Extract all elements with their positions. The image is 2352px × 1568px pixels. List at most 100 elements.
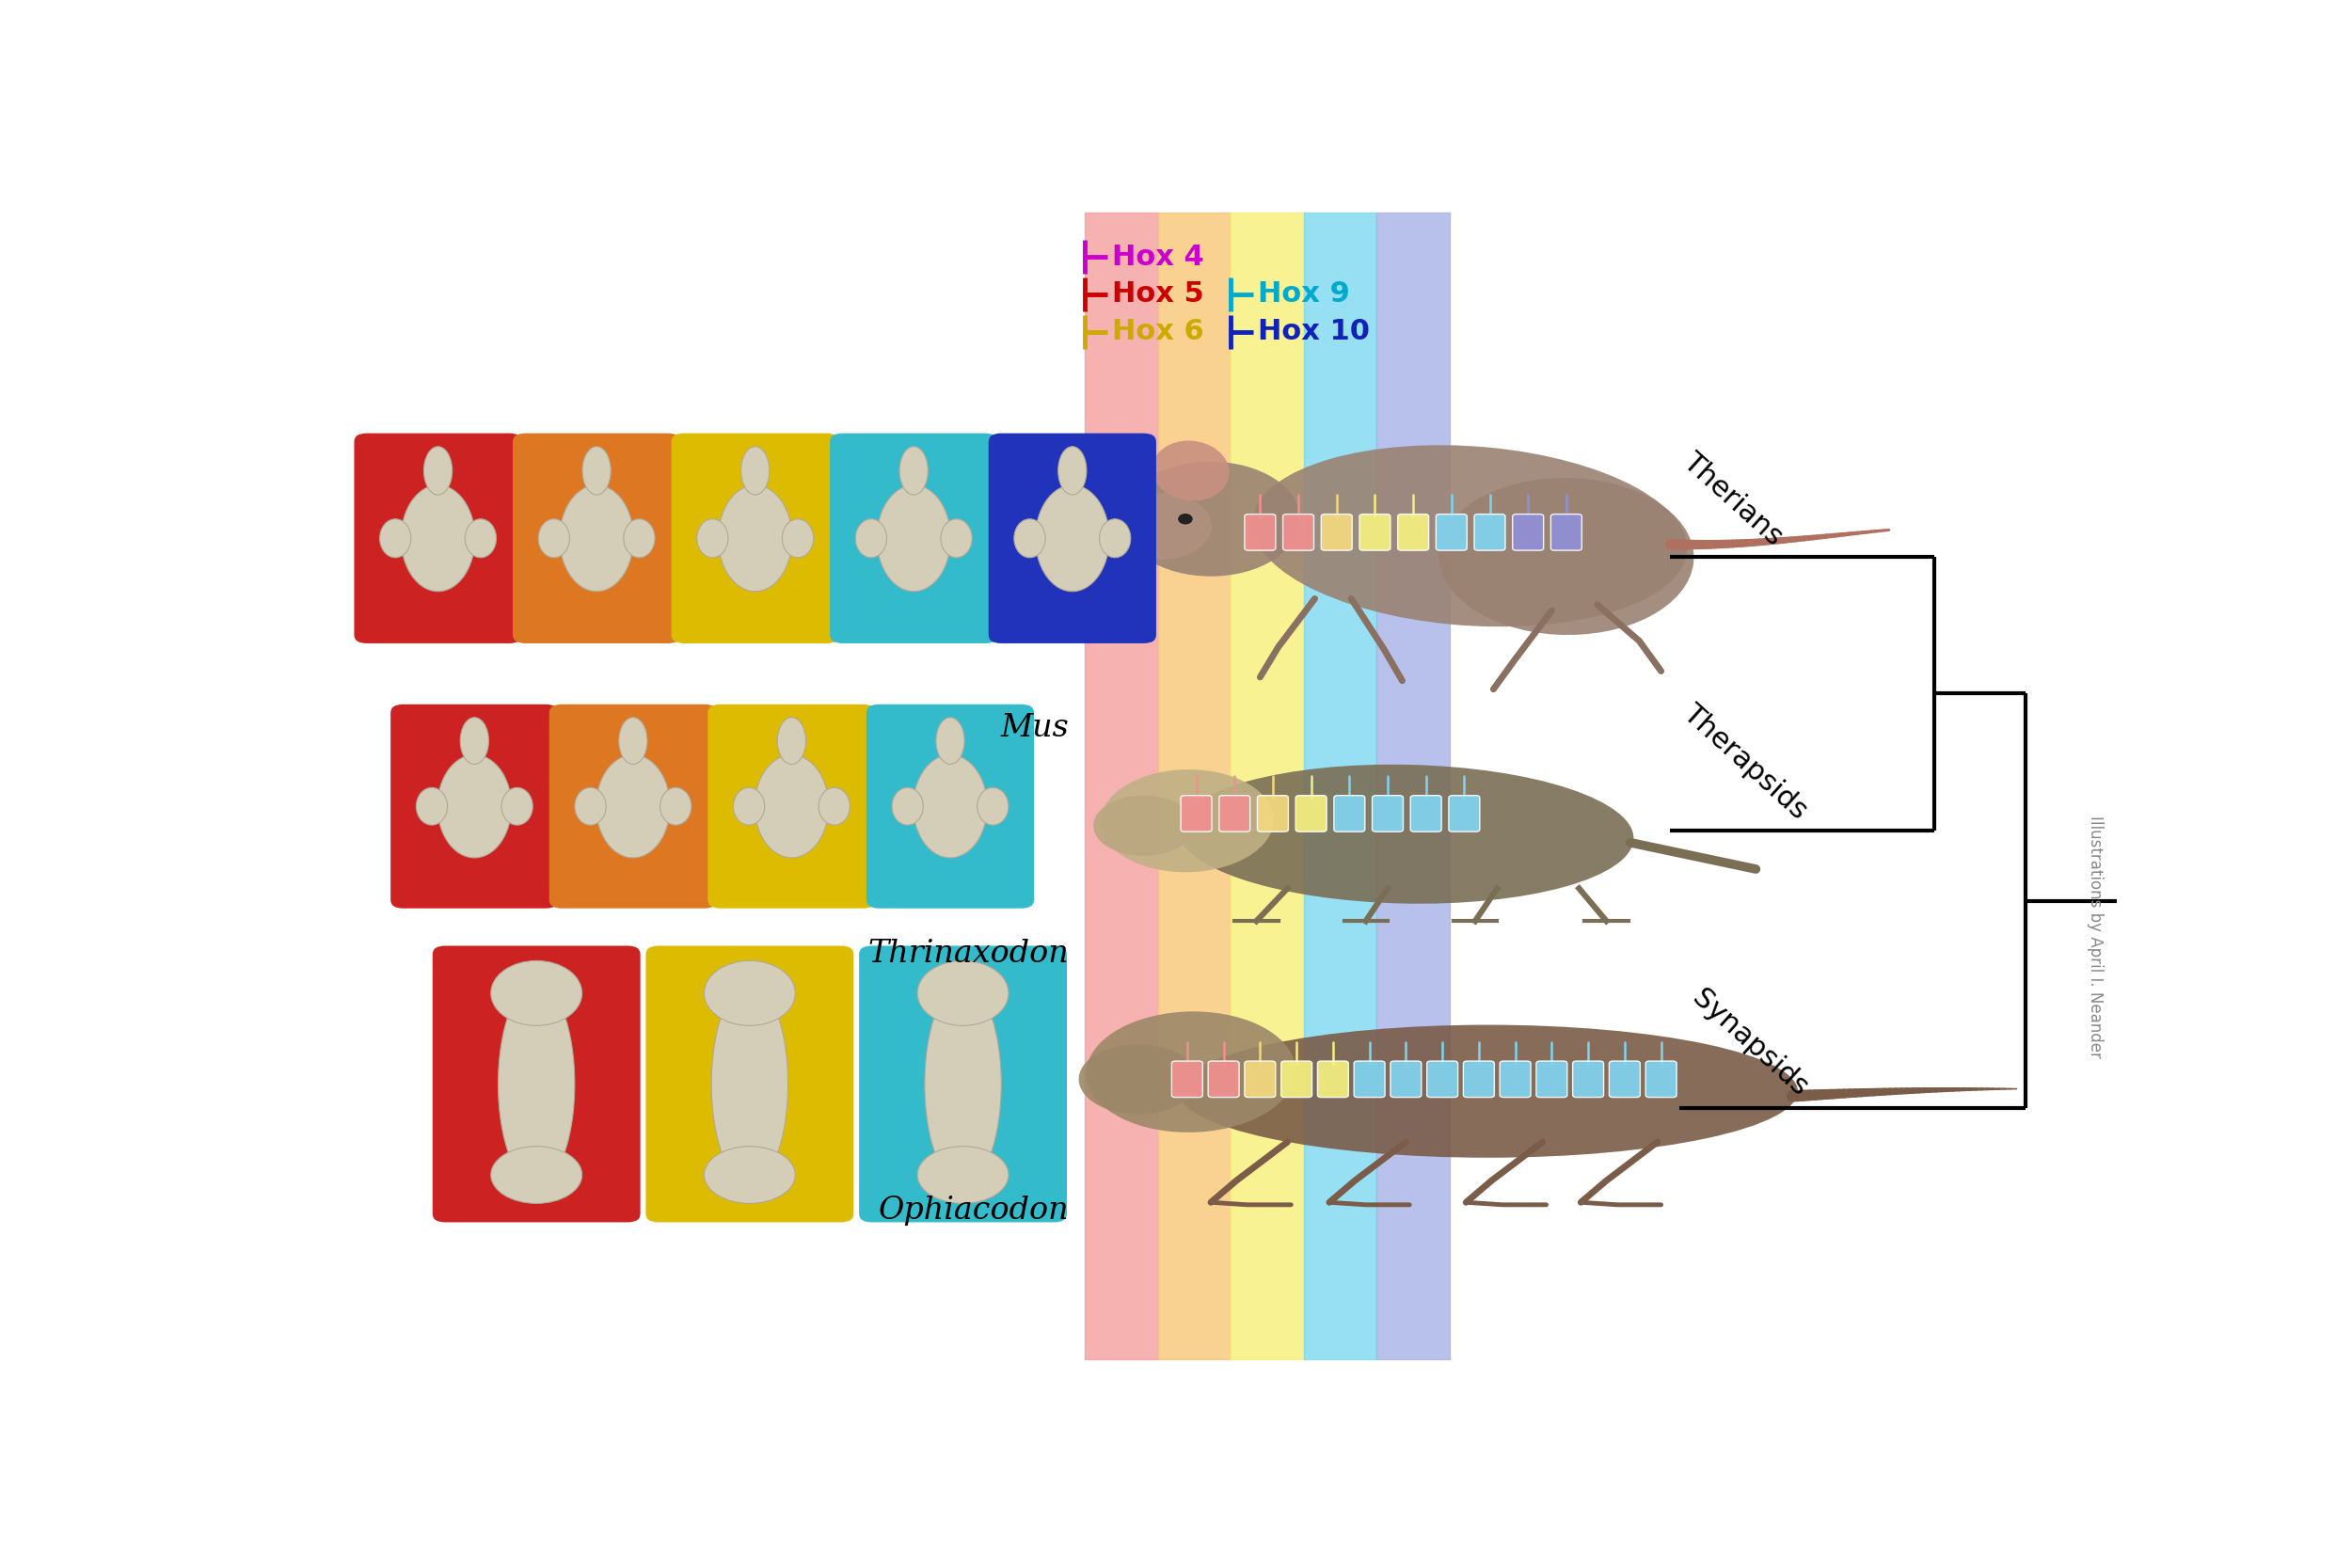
Ellipse shape	[1080, 1044, 1197, 1115]
Text: Therapsids: Therapsids	[1677, 699, 1813, 825]
Ellipse shape	[1152, 441, 1230, 500]
Ellipse shape	[936, 718, 964, 764]
FancyBboxPatch shape	[1181, 795, 1211, 831]
FancyBboxPatch shape	[1282, 514, 1315, 550]
Text: Mus: Mus	[1000, 713, 1068, 743]
Ellipse shape	[1122, 461, 1301, 577]
Ellipse shape	[1112, 492, 1211, 560]
Ellipse shape	[1101, 770, 1275, 872]
FancyBboxPatch shape	[988, 433, 1157, 643]
Ellipse shape	[1178, 765, 1635, 903]
Text: Ophiacodon: Ophiacodon	[877, 1195, 1068, 1225]
Text: Illustrations by April I. Neander: Illustrations by April I. Neander	[2086, 815, 2103, 1058]
Ellipse shape	[423, 447, 452, 495]
FancyBboxPatch shape	[670, 433, 840, 643]
Text: Hox 10: Hox 10	[1258, 318, 1371, 345]
FancyBboxPatch shape	[1371, 795, 1404, 831]
Bar	[1376, 212, 1449, 1359]
Ellipse shape	[1014, 519, 1044, 558]
Text: Hox 5: Hox 5	[1112, 281, 1204, 307]
Text: Hox 6: Hox 6	[1112, 318, 1204, 345]
Ellipse shape	[574, 787, 607, 825]
Ellipse shape	[1178, 514, 1192, 524]
FancyBboxPatch shape	[513, 433, 680, 643]
Ellipse shape	[402, 485, 475, 591]
Ellipse shape	[976, 787, 1009, 825]
Ellipse shape	[539, 519, 569, 558]
Ellipse shape	[924, 983, 1002, 1185]
Ellipse shape	[583, 447, 612, 495]
Ellipse shape	[703, 961, 795, 1025]
FancyBboxPatch shape	[866, 704, 1035, 908]
Ellipse shape	[595, 754, 670, 858]
FancyBboxPatch shape	[1390, 1062, 1421, 1098]
Ellipse shape	[941, 519, 971, 558]
FancyBboxPatch shape	[1428, 1062, 1458, 1098]
FancyBboxPatch shape	[1536, 1062, 1566, 1098]
Ellipse shape	[917, 1146, 1009, 1203]
Ellipse shape	[623, 519, 654, 558]
Ellipse shape	[1098, 519, 1131, 558]
Bar	[1084, 212, 1157, 1359]
Text: Hox 9: Hox 9	[1258, 281, 1350, 307]
FancyBboxPatch shape	[1463, 1062, 1494, 1098]
Ellipse shape	[717, 485, 793, 591]
FancyBboxPatch shape	[1437, 514, 1468, 550]
FancyBboxPatch shape	[1355, 1062, 1385, 1098]
FancyBboxPatch shape	[1334, 795, 1364, 831]
Ellipse shape	[779, 718, 807, 764]
FancyBboxPatch shape	[1609, 1062, 1639, 1098]
Ellipse shape	[1087, 1011, 1296, 1132]
FancyBboxPatch shape	[433, 946, 640, 1223]
FancyBboxPatch shape	[858, 946, 1068, 1223]
FancyBboxPatch shape	[1244, 1062, 1275, 1098]
Ellipse shape	[1035, 485, 1110, 591]
FancyBboxPatch shape	[1359, 514, 1390, 550]
FancyBboxPatch shape	[390, 704, 557, 908]
Ellipse shape	[461, 718, 489, 764]
Ellipse shape	[710, 983, 788, 1185]
Ellipse shape	[755, 754, 828, 858]
Ellipse shape	[856, 519, 887, 558]
Ellipse shape	[492, 1146, 581, 1203]
FancyBboxPatch shape	[1317, 1062, 1348, 1098]
FancyBboxPatch shape	[1411, 795, 1442, 831]
FancyBboxPatch shape	[1449, 795, 1479, 831]
FancyBboxPatch shape	[1322, 514, 1352, 550]
Ellipse shape	[492, 961, 581, 1025]
FancyBboxPatch shape	[1171, 1062, 1202, 1098]
Bar	[1157, 212, 1230, 1359]
Ellipse shape	[913, 754, 988, 858]
FancyBboxPatch shape	[355, 433, 522, 643]
Ellipse shape	[560, 485, 633, 591]
Bar	[1303, 212, 1376, 1359]
FancyBboxPatch shape	[1512, 514, 1543, 550]
Text: Therians: Therians	[1677, 447, 1788, 550]
Text: Synapsids: Synapsids	[1686, 985, 1813, 1102]
Ellipse shape	[703, 1146, 795, 1203]
Ellipse shape	[1178, 1025, 1797, 1157]
Ellipse shape	[917, 961, 1009, 1025]
Bar	[1230, 212, 1303, 1359]
Ellipse shape	[696, 519, 729, 558]
Ellipse shape	[734, 787, 764, 825]
FancyBboxPatch shape	[1397, 514, 1428, 550]
Ellipse shape	[741, 447, 769, 495]
FancyBboxPatch shape	[1258, 795, 1289, 831]
Text: Thrinaxodon: Thrinaxodon	[868, 939, 1068, 969]
Ellipse shape	[619, 718, 647, 764]
FancyBboxPatch shape	[1573, 1062, 1604, 1098]
Ellipse shape	[1058, 447, 1087, 495]
FancyBboxPatch shape	[1218, 795, 1249, 831]
FancyBboxPatch shape	[830, 433, 997, 643]
FancyBboxPatch shape	[647, 946, 854, 1223]
Ellipse shape	[416, 787, 447, 825]
Ellipse shape	[1251, 445, 1686, 627]
FancyBboxPatch shape	[1296, 795, 1327, 831]
Ellipse shape	[499, 983, 574, 1185]
Ellipse shape	[1439, 478, 1693, 635]
FancyBboxPatch shape	[550, 704, 717, 908]
Ellipse shape	[891, 787, 924, 825]
Ellipse shape	[818, 787, 849, 825]
Ellipse shape	[661, 787, 691, 825]
